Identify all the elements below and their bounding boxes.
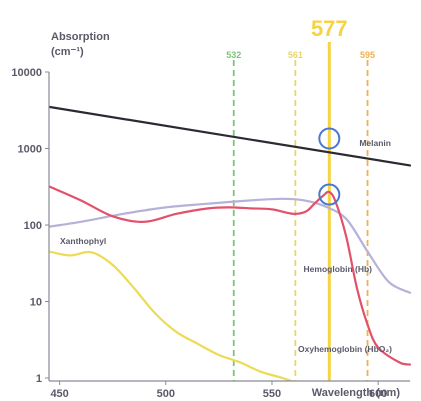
series-label-xanthophyl: Xanthophyl (60, 236, 106, 246)
reference-label-561: 561 (288, 50, 303, 60)
y-axis-title: Absorption (51, 31, 110, 43)
marker-circle-1 (318, 127, 341, 150)
y-tick-label-10000: 10000 (11, 67, 42, 79)
series-line-melanin (49, 105, 412, 167)
x-tick-label-450: 450 (50, 388, 68, 400)
series-line-xanthophyl (49, 250, 295, 381)
axes: 10000 1000 100 10 1 450 500 550 600 (11, 67, 410, 400)
series-line-oxyhemoglobin-hbo (49, 185, 412, 366)
x-axis-title: Wavelength (nm) (312, 387, 401, 399)
series-label-melanin: Melanin (359, 138, 391, 148)
y-tick-label-1000: 1000 (18, 144, 42, 156)
markers (318, 127, 341, 206)
reference-label-595: 595 (360, 50, 375, 60)
series-label-oxyhemoglobin-hbo: Oxyhemoglobin (HbO₂) (298, 344, 392, 354)
reference-lines: 532 561 577 595 (226, 16, 375, 381)
x-tick-label-550: 550 (263, 388, 281, 400)
reference-label-577: 577 (311, 16, 348, 41)
series-lines (49, 105, 412, 381)
y-tick-label-100: 100 (24, 220, 42, 232)
marker-circle-2 (318, 183, 341, 206)
y-tick-label-10: 10 (30, 297, 42, 309)
series-label-hemoglobin-hb: Hemoglobin (Hb) (304, 264, 373, 274)
y-axis-unit: (cm⁻¹) (51, 46, 84, 58)
x-tick-label-600: 600 (369, 388, 387, 400)
series-line-hemoglobin-hb (49, 197, 412, 294)
y-tick-label-1: 1 (36, 373, 42, 385)
labels: Absorption (cm⁻¹) Wavelength (nm) Melani… (51, 31, 400, 399)
x-tick-label-500: 500 (157, 388, 175, 400)
reference-label-532: 532 (226, 50, 241, 60)
